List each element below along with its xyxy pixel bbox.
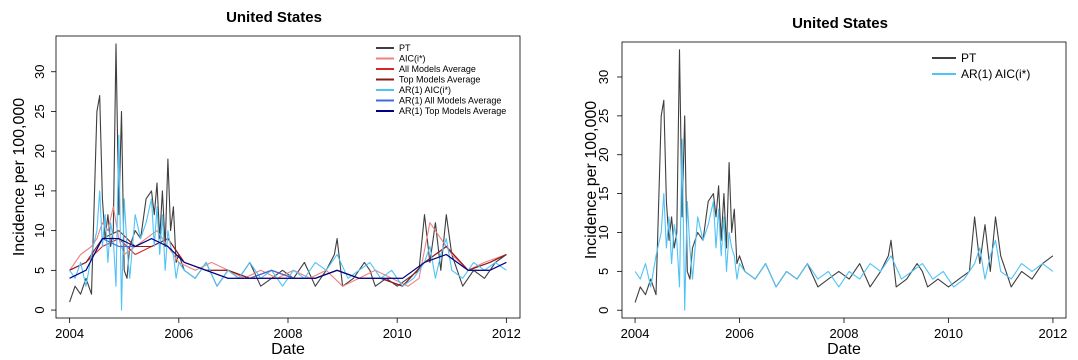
x-tick-label: 2004 [55, 326, 84, 341]
series-layer [634, 49, 1054, 311]
x-axis: 2004 2006 2008 2010 2012 [55, 318, 521, 341]
x-tick-label: 2008 [830, 326, 859, 341]
y-axis: 0 5 10 15 20 25 30 [596, 70, 622, 314]
legend-label-1: AIC(i*) [399, 54, 426, 64]
legend-label-0: PT [399, 43, 411, 53]
legend-label-6: AR(1) Top Models Average [399, 106, 506, 116]
y-tick-label: 20 [596, 147, 611, 161]
x-tick-label: 2008 [274, 326, 303, 341]
legend-label-0: PT [961, 51, 977, 65]
series-line-0 [634, 49, 1054, 303]
legend-label-1: AR(1) AIC(i*) [961, 67, 1030, 81]
chart-title: United States [226, 9, 322, 26]
x-tick-label: 2010 [383, 326, 412, 341]
y-axis: 0 5 10 15 20 25 30 [32, 65, 56, 314]
y-tick-label: 25 [596, 109, 611, 123]
x-tick-label: 2012 [1038, 326, 1067, 341]
y-tick-label: 0 [32, 306, 47, 313]
y-tick-label: 10 [32, 223, 47, 237]
y-tick-label: 30 [32, 65, 47, 79]
x-tick-label: 2006 [725, 326, 754, 341]
y-tick-label: 25 [32, 104, 47, 118]
series-line-5 [69, 238, 507, 279]
y-tick-label: 30 [596, 70, 611, 84]
series-line-6 [69, 238, 507, 279]
y-tick-label: 15 [32, 184, 47, 198]
x-axis: 2004 2006 2008 2010 2012 [621, 318, 1067, 341]
legend-label-2: All Models Average [399, 64, 476, 74]
legend-label-4: AR(1) AIC(i*) [399, 85, 451, 95]
series-line-1 [634, 138, 1054, 311]
series-line-4 [69, 134, 507, 311]
legend: PT AR(1) AIC(i*) [932, 51, 1030, 81]
y-tick-label: 5 [596, 268, 611, 275]
legend-label-3: Top Models Average [399, 75, 480, 85]
x-axis-label: Date [827, 341, 861, 358]
y-tick-label: 20 [32, 144, 47, 158]
y-tick-label: 15 [596, 186, 611, 200]
x-tick-label: 2004 [621, 326, 650, 341]
y-axis-label: Incidence per 100,000 [583, 101, 600, 259]
x-tick-label: 2012 [492, 326, 521, 341]
y-tick-label: 5 [32, 267, 47, 274]
x-tick-label: 2010 [934, 326, 963, 341]
x-axis-label: Date [271, 341, 305, 358]
series-layer [69, 43, 507, 311]
y-axis-label: Incidence per 100,000 [11, 98, 28, 256]
y-tick-label: 0 [596, 307, 611, 314]
chart-title: United States [792, 15, 888, 32]
chart-left: United States 2004 2006 2008 2010 2012 0 5 10 1… [11, 9, 521, 358]
y-tick-label: 10 [596, 225, 611, 239]
legend-label-5: AR(1) All Models Average [399, 96, 501, 106]
x-tick-label: 2006 [164, 326, 193, 341]
chart-right: United States 2004 2006 2008 2010 2012 0 5 10 1… [583, 15, 1067, 358]
